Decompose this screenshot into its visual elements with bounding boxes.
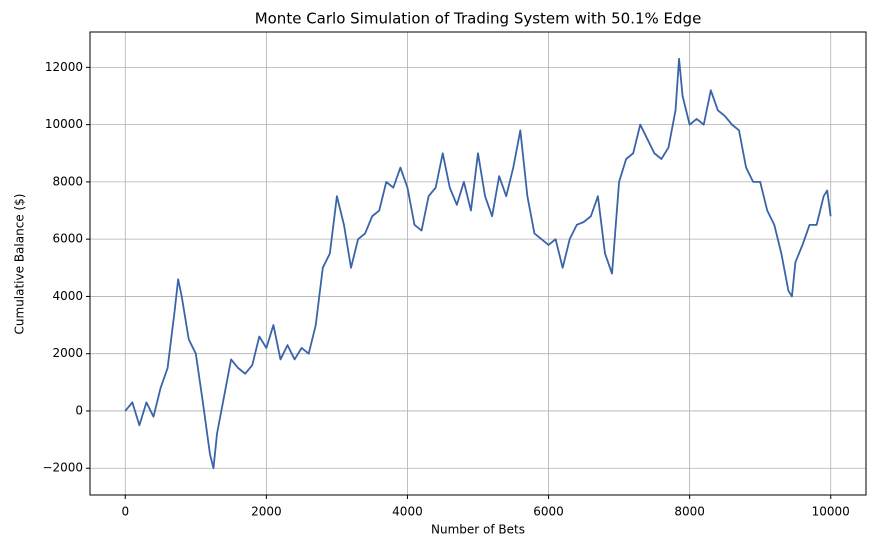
x-tick-label: 0 xyxy=(121,505,129,519)
y-tick-label: 2000 xyxy=(52,346,83,360)
x-tick-label: 6000 xyxy=(533,505,564,519)
x-tick-label: 4000 xyxy=(392,505,423,519)
y-tick-label: 12000 xyxy=(45,60,83,74)
y-tick-label: 4000 xyxy=(52,289,83,303)
y-tick-label: 8000 xyxy=(52,174,83,188)
plot-frame xyxy=(89,31,867,496)
x-tick-label: 2000 xyxy=(251,505,282,519)
y-tick-label: 0 xyxy=(75,403,83,417)
y-tick-label: 6000 xyxy=(52,232,83,246)
line-series xyxy=(124,57,832,470)
plot xyxy=(124,57,832,470)
x-tick-label: 8000 xyxy=(674,505,705,519)
y-tick-label: −2000 xyxy=(42,461,83,475)
x-tick-label: 10000 xyxy=(812,505,850,519)
x-axis-label: Number of Bets xyxy=(431,523,525,537)
y-axis-label: Cumulative Balance ($) xyxy=(13,194,27,335)
y-tick-label: 10000 xyxy=(45,117,83,131)
chart-title: Monte Carlo Simulation of Trading System… xyxy=(255,10,702,28)
grid xyxy=(90,32,866,495)
